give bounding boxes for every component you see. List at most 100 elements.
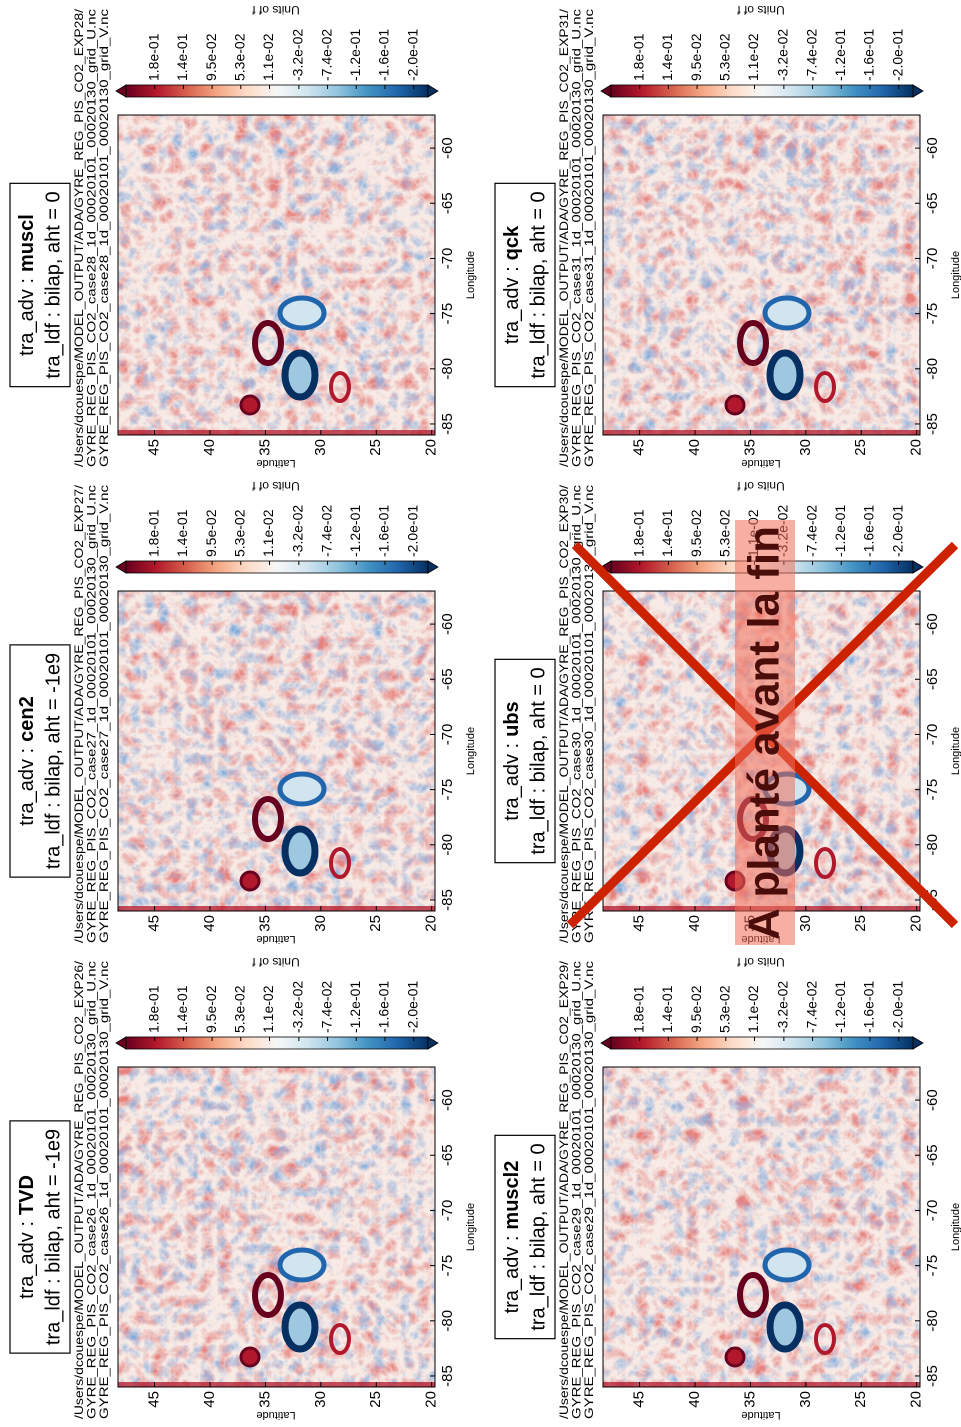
y-tick-label: 20	[423, 1391, 440, 1408]
boundary-current	[118, 430, 435, 435]
map-frame	[117, 114, 436, 436]
panel: tra_adv : qck tra_ldf : bilap, aht = 0/Use…	[494, 3, 961, 469]
x-tick-label: -80	[439, 358, 456, 380]
advection-label: tra_adv :	[16, 748, 38, 826]
file-path: GYRE_REG_PIS_CO2_case28_1d_00020101_0002…	[97, 9, 111, 467]
colorbar-tick-label: -1.2e-01	[347, 29, 363, 81]
y-tick-label: 25	[852, 1391, 869, 1408]
diffusion-setting: tra_ldf : bilap, aht = 0	[42, 191, 64, 378]
y-tick-label: 30	[312, 915, 329, 932]
colorbar-tick-label: -7.4e-02	[318, 505, 334, 557]
panel-title: tra_adv : cen2	[16, 696, 38, 825]
x-tick-label: -80	[924, 834, 941, 856]
colorbar-extend	[912, 560, 924, 574]
colorbar-tick-label: 1.4e-01	[659, 985, 675, 1033]
colorbar-tick-label: -3.2e-02	[775, 981, 791, 1033]
y-tick-label: 40	[201, 915, 218, 932]
x-tick-label: -70	[924, 248, 941, 270]
file-path: GYRE_REG_PIS_CO2_case27_1d_00020101_0002…	[85, 485, 99, 943]
colorbar-tick-label: 9.5e-02	[688, 985, 704, 1033]
colorbar-tick-label: 1.4e-01	[174, 985, 190, 1033]
y-tick-label: 20	[908, 439, 925, 456]
eddy	[814, 1323, 836, 1355]
colorbar-tick-label: 5.3e-02	[716, 509, 732, 557]
x-tick-label: -75	[439, 1255, 456, 1277]
x-tick-label: -80	[439, 1310, 456, 1332]
diffusion-setting: tra_ldf : bilap, aht = 0	[527, 1143, 549, 1330]
x-tick-label: -60	[439, 137, 456, 159]
x-axis-label: Longitude	[465, 251, 477, 299]
colorbar-tick-label: 5.3e-02	[231, 985, 247, 1033]
panel-title: tra_adv : TVD	[16, 1175, 38, 1299]
map-frame	[117, 590, 436, 912]
x-tick-label: -60	[439, 613, 456, 635]
file-path: GYRE_REG_PIS_CO2_case28_1d_00020101_0002…	[85, 9, 99, 467]
colorbar-extend	[912, 84, 924, 98]
colorbar-extend	[912, 1036, 924, 1050]
colorbar	[610, 84, 914, 98]
colorbar-tick-label: -2.0e-01	[889, 981, 905, 1033]
y-tick-label: 20	[908, 915, 925, 932]
y-tick-label: 45	[146, 439, 163, 456]
x-tick-label: -65	[439, 668, 456, 690]
x-tick-label: -60	[924, 137, 941, 159]
eddy	[252, 320, 284, 366]
file-path: /Users/dcouespe/MODEL_OUTPUT/ADA/GYRE_RE…	[72, 484, 86, 943]
colorbar-tick-label: 1.4e-01	[174, 33, 190, 81]
eddy	[239, 870, 261, 892]
y-tick-label: 30	[312, 1391, 329, 1408]
scheme-name: muscl	[16, 214, 38, 272]
x-axis-label: Longitude	[950, 1203, 961, 1251]
y-tick-label: 40	[686, 1391, 703, 1408]
y-tick-label: 20	[908, 1391, 925, 1408]
map-frame	[602, 114, 921, 436]
x-tick-label: -75	[924, 303, 941, 325]
advection-label: tra_adv :	[501, 743, 523, 821]
colorbar-label: Units of f	[252, 3, 300, 17]
colorbar-tick-label: -1.2e-01	[832, 981, 848, 1033]
y-tick-label: 40	[686, 915, 703, 932]
colorbar-tick-label: 1.4e-01	[659, 33, 675, 81]
y-axis-label: Latitude	[741, 1409, 780, 1421]
colorbar-extend	[115, 1036, 127, 1050]
colorbar-tick-label: -7.4e-02	[803, 505, 819, 557]
panel: tra_adv : ubs tra_ldf : bilap, aht = 0/Use…	[494, 479, 961, 945]
scheme-name: muscl2	[501, 1161, 523, 1230]
eddy	[737, 1272, 769, 1318]
eddy	[766, 1301, 804, 1353]
y-tick-label: 35	[741, 439, 758, 456]
x-tick-label: -85	[924, 1365, 941, 1387]
y-tick-label: 30	[797, 1391, 814, 1408]
y-tick-label: 25	[367, 1391, 384, 1408]
file-path: GYRE_REG_PIS_CO2_case31_1d_00020101_0002…	[570, 9, 584, 467]
file-path: /Users/dcouespe/MODEL_OUTPUT/ADA/GYRE_RE…	[557, 484, 571, 943]
colorbar-tick-label: 1.1e-02	[260, 33, 276, 81]
eddy	[814, 371, 836, 403]
eddy	[762, 1247, 812, 1283]
advection-label: tra_adv :	[501, 266, 523, 344]
x-tick-label: -75	[924, 779, 941, 801]
file-path: GYRE_REG_PIS_CO2_case29_1d_00020101_0002…	[582, 961, 596, 1419]
colorbar-tick-label: -2.0e-01	[889, 505, 905, 557]
vorticity-field	[603, 115, 920, 435]
scheme-name: ubs	[501, 701, 523, 737]
panel-title: tra_adv : ubs	[501, 701, 523, 820]
eddy	[766, 349, 804, 401]
colorbar-tick-label: -2.0e-01	[404, 505, 420, 557]
diffusion-setting: tra_ldf : bilap, aht = 0	[527, 667, 549, 854]
panel: tra_adv : muscl2 tra_ldf : bilap, aht = 0 /…	[494, 955, 961, 1421]
map-frame	[602, 1066, 921, 1388]
advection-label: tra_adv :	[16, 1221, 38, 1299]
colorbar-tick-label: 1.1e-02	[745, 33, 761, 81]
panel: tra_adv : TVD tra_ldf : bilap, aht = -1e9 /…	[9, 955, 477, 1421]
colorbar-label: Units of f	[737, 3, 785, 17]
y-tick-label: 40	[201, 439, 218, 456]
colorbar-tick-label: 5.3e-02	[716, 985, 732, 1033]
x-tick-label: -60	[439, 1089, 456, 1111]
y-axis-label: Latitude	[741, 457, 780, 469]
colorbar-tick-label: 9.5e-02	[688, 33, 704, 81]
x-tick-label: -70	[924, 724, 941, 746]
title-box	[9, 1120, 71, 1354]
colorbar-tick-label: -1.6e-01	[376, 29, 392, 81]
colorbar-extend	[427, 1036, 439, 1050]
